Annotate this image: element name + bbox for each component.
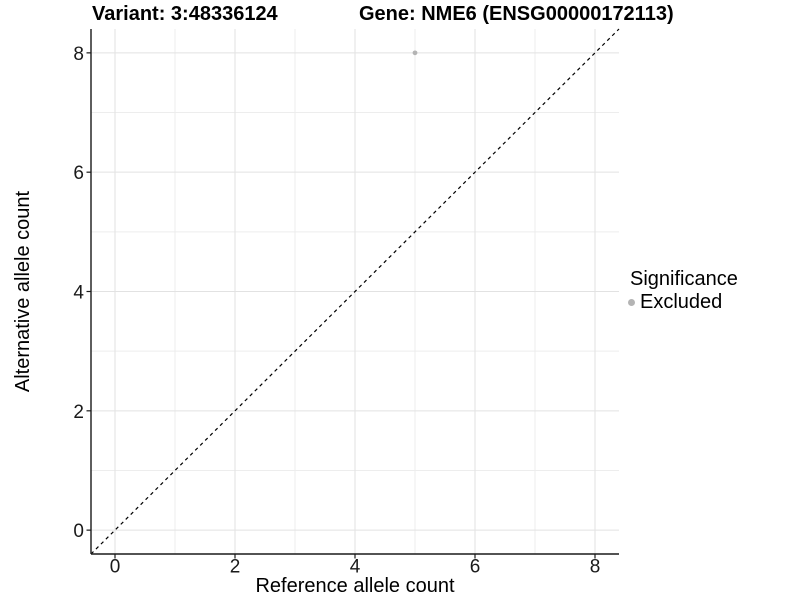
data-point bbox=[412, 50, 418, 56]
y-axis-title: Alternative allele count bbox=[12, 190, 34, 393]
x-tick-label: 6 bbox=[470, 557, 481, 578]
identity-line bbox=[90, 28, 620, 555]
y-tick-label: 4 bbox=[73, 283, 84, 304]
legend-item: Excluded bbox=[628, 291, 738, 314]
y-tick-label: 0 bbox=[73, 521, 84, 542]
variant-title: Variant: 3:48336124 bbox=[92, 3, 278, 25]
legend-item-label: Excluded bbox=[640, 291, 723, 313]
legend-dot-icon bbox=[628, 299, 635, 306]
legend-title: Significance bbox=[630, 268, 738, 290]
x-tick-label: 0 bbox=[110, 557, 121, 578]
x-tick-label: 4 bbox=[350, 557, 361, 578]
x-axis-title: Reference allele count bbox=[255, 575, 455, 597]
x-tick-label: 2 bbox=[230, 557, 241, 578]
x-tick-label: 8 bbox=[590, 557, 601, 578]
y-tick-label: 8 bbox=[73, 44, 84, 65]
gene-title: Gene: NME6 (ENSG00000172113) bbox=[359, 3, 674, 25]
y-tick-label: 6 bbox=[73, 163, 84, 184]
legend: Significance Excluded bbox=[628, 268, 738, 314]
y-tick-label: 2 bbox=[73, 402, 84, 423]
